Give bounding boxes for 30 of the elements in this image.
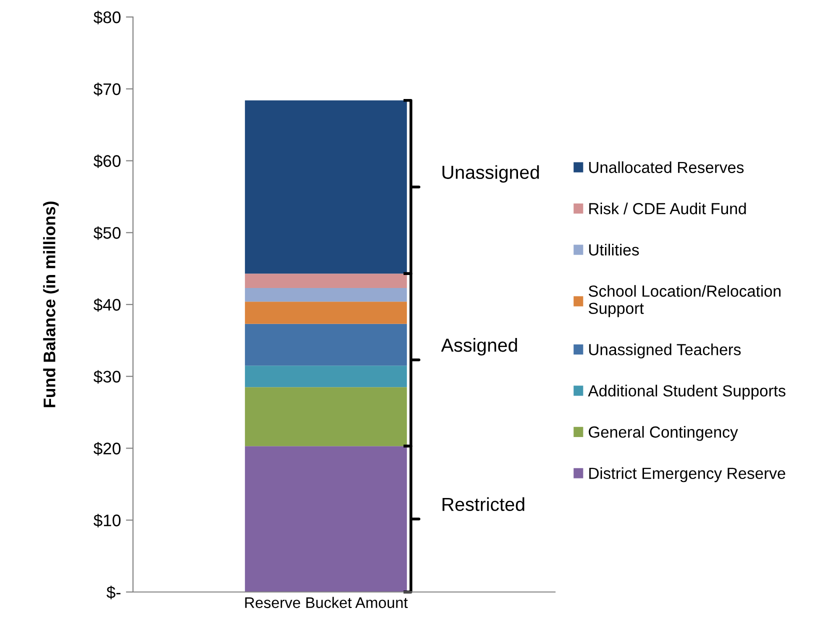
bar — [244, 366, 407, 388]
legend-label: Additional Student Supports — [588, 384, 786, 400]
y-axis-title: Fund Balance (in millions) — [43, 202, 59, 408]
legend-label: District Emergency Reserve — [589, 467, 786, 482]
legend-label: Risk / CDE Audit Fund — [589, 202, 746, 214]
y-tick-label: $60 — [94, 154, 121, 168]
legend-label: General Contingency — [588, 426, 738, 441]
y-tick-label: $30 — [94, 370, 121, 384]
y-tick-label: $40 — [94, 298, 121, 312]
y-tick-label: $- — [106, 586, 120, 600]
legend-label: Utilities — [589, 244, 639, 256]
x-tick-label: Reserve Bucket Amount — [245, 596, 408, 608]
annotation: Assigned — [441, 338, 517, 356]
y-tick-label: $50 — [94, 226, 121, 240]
y-tick-label: $10 — [94, 514, 121, 528]
bar — [244, 274, 407, 288]
y-tick-label: $20 — [94, 442, 121, 456]
bar — [244, 302, 407, 324]
legend-label: Unassigned Teachers — [589, 344, 741, 358]
bar — [244, 387, 407, 446]
bar — [244, 446, 407, 592]
legend-label: School Location/Relocation Support — [588, 285, 781, 318]
bar — [244, 100, 407, 274]
y-tick-label: $70 — [94, 82, 121, 96]
annotation: Restricted — [442, 497, 524, 512]
legend-label: Unallocated Reserves — [589, 161, 744, 174]
y-tick-label: $80 — [94, 10, 121, 24]
bar — [244, 324, 407, 366]
bar — [244, 288, 407, 302]
annotation: Unassigned — [442, 165, 539, 183]
